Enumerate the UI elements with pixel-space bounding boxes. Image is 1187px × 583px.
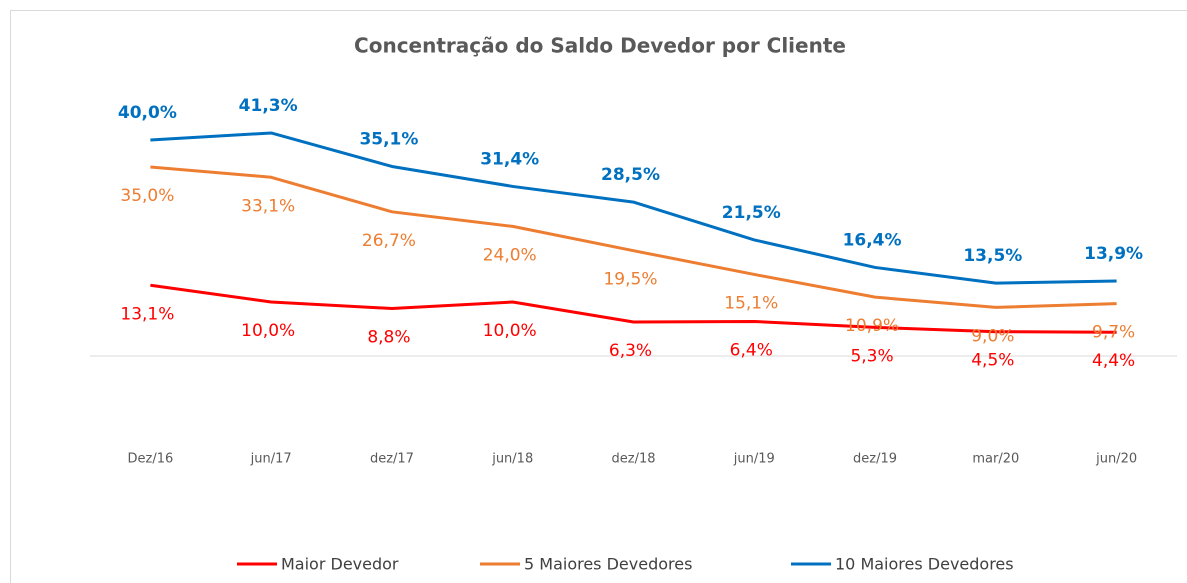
x-tick-label: mar/20 [972, 452, 1019, 467]
data-label: 19,5% [603, 270, 657, 290]
data-label: 10,0% [241, 321, 295, 341]
x-tick-label: dez/18 [612, 452, 656, 467]
series-line [150, 131, 1117, 285]
x-tick-label: dez/19 [853, 452, 897, 467]
data-label: 13,9% [1084, 244, 1143, 264]
data-label: 35,0% [120, 186, 174, 206]
data-label: 41,3% [239, 96, 298, 116]
data-label: 13,5% [963, 246, 1022, 266]
data-label: 16,4% [843, 230, 902, 250]
data-label: 5,3% [850, 346, 893, 366]
data-label: 21,5% [722, 203, 781, 223]
data-label: 6,4% [730, 340, 773, 360]
legend-label: 5 Maiores Devedores [524, 555, 692, 574]
x-tick-label: Dez/16 [128, 452, 174, 467]
data-label: 4,5% [971, 351, 1014, 371]
series-line [150, 283, 1117, 334]
data-label: 13,1% [120, 304, 174, 324]
x-tick-label: jun/17 [250, 452, 292, 467]
x-tick-label: jun/20 [1095, 452, 1137, 467]
chart-border [10, 10, 1187, 583]
legend-label: 10 Maiores Devedores [835, 555, 1014, 574]
data-label: 24,0% [483, 245, 537, 265]
data-label: 9,0% [971, 326, 1014, 346]
x-tick-label: dez/17 [370, 452, 414, 467]
data-label: 10,0% [483, 321, 537, 341]
data-label: 31,4% [480, 149, 539, 169]
data-label: 40,0% [118, 103, 177, 123]
data-label: 9,7% [1092, 323, 1135, 343]
data-label: 8,8% [367, 327, 410, 347]
data-label: 15,1% [724, 293, 778, 313]
x-tick-label: jun/18 [491, 452, 533, 467]
data-label: 6,3% [609, 341, 652, 361]
data-label: 35,1% [359, 129, 418, 149]
series-line [150, 165, 1117, 309]
legend-label: Maior Devedor [281, 555, 399, 574]
x-tick-label: jun/19 [733, 452, 775, 467]
data-label: 28,5% [601, 165, 660, 185]
chart-title: Concentração do Saldo Devedor por Client… [354, 34, 846, 58]
data-label: 33,1% [241, 196, 295, 216]
data-label: 10,9% [845, 316, 899, 336]
data-label: 26,7% [362, 231, 416, 251]
data-label: 4,4% [1092, 351, 1135, 371]
